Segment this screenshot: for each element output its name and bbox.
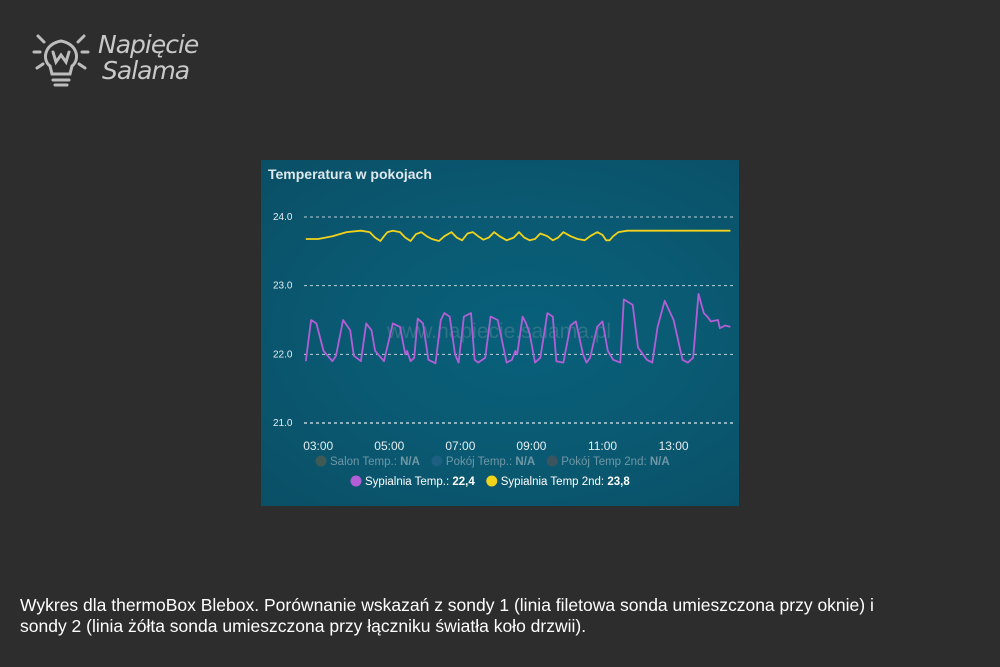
y-tick-label: 23.0 <box>273 281 293 292</box>
legend-item[interactable]: Pokój Temp.: N/A <box>431 455 535 469</box>
x-tick-label: 03:00 <box>303 439 333 453</box>
y-tick-label: 24.0 <box>273 212 293 223</box>
legend-swatch-icon <box>315 455 327 467</box>
logo-line-2: Salama <box>102 56 190 85</box>
logo: Napięcie Salama <box>30 28 230 94</box>
legend-swatch-icon <box>350 475 362 487</box>
legend-item[interactable]: Sypialnia Temp.: 22,4 <box>350 475 476 489</box>
logo-line-1: Napięcie <box>98 30 199 59</box>
legend-item[interactable]: Salon Temp.: N/A <box>315 455 420 469</box>
legend-item[interactable]: Sypialnia Temp 2nd: 23,8 <box>486 475 631 489</box>
legend-label: Sypialnia Temp.: 22,4 <box>365 476 475 488</box>
legend-swatch-icon <box>486 475 498 487</box>
y-tick-label: 21.0 <box>273 418 293 429</box>
caption: Wykres dla thermoBox Blebox. Porównanie … <box>20 595 874 636</box>
legend-label: Pokój Temp 2nd: N/A <box>561 456 669 468</box>
x-tick-label: 11:00 <box>588 439 617 453</box>
legend-label: Salon Temp.: N/A <box>330 456 420 468</box>
series-line-1 <box>305 229 731 242</box>
x-tick-label: 05:00 <box>374 439 404 453</box>
legend-swatch-icon <box>431 455 443 467</box>
y-tick-label: 22.0 <box>273 349 293 360</box>
chart-title: Temperatura w pokojach <box>268 166 432 182</box>
legend-swatch-icon <box>546 455 558 467</box>
legend-label: Sypialnia Temp 2nd: 23,8 <box>501 476 631 488</box>
chart-card: Temperatura w pokojach www.napiecie.sala… <box>261 160 739 506</box>
x-tick-label: 13:00 <box>659 439 689 453</box>
lightbulb-icon <box>32 34 90 87</box>
x-tick-label: 07:00 <box>445 439 475 453</box>
x-tick-label: 09:00 <box>516 439 546 453</box>
legend-item[interactable]: Pokój Temp 2nd: N/A <box>546 455 670 469</box>
series-line-0 <box>304 292 731 365</box>
chart-svg: www.napiecie.salama.pl 24.023.022.021.0 … <box>273 212 734 489</box>
legend-label: Pokój Temp.: N/A <box>446 456 535 468</box>
